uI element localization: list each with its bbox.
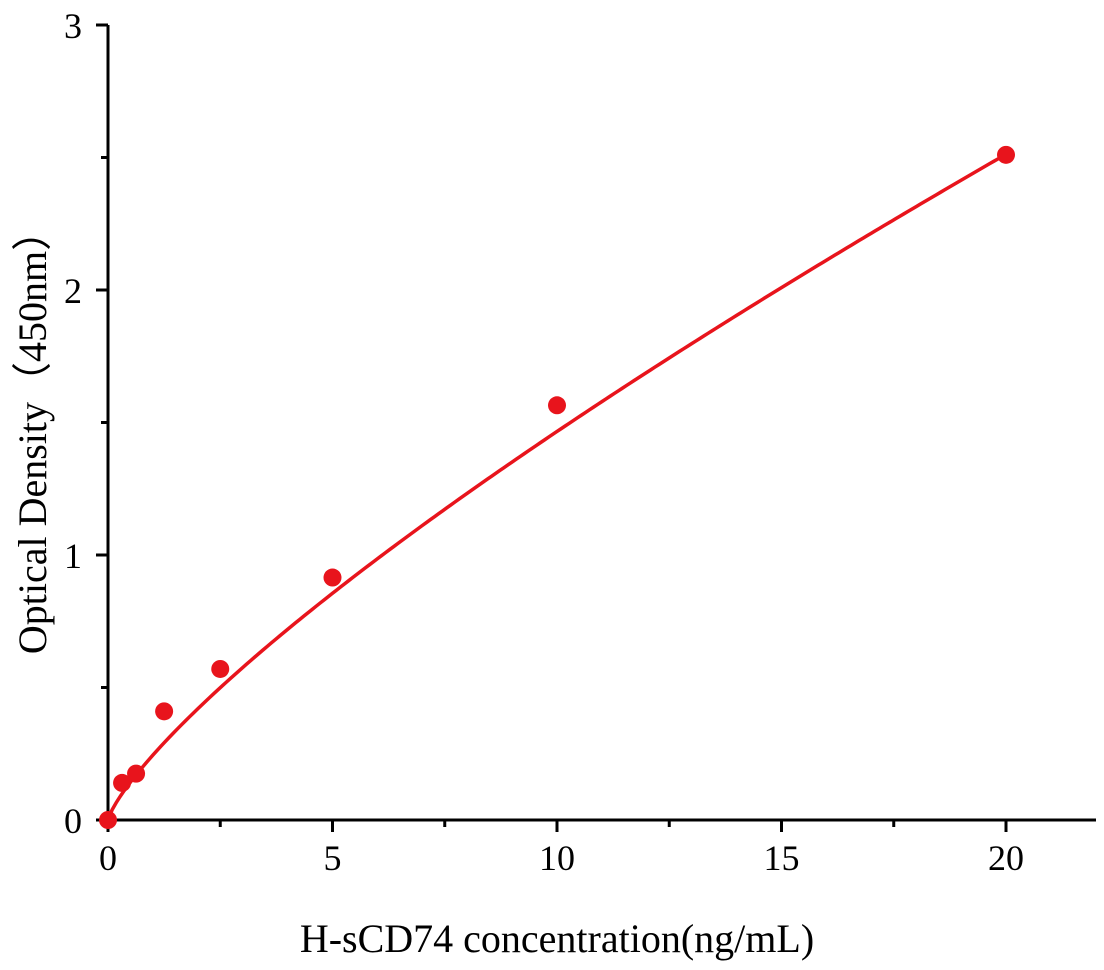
data-point [127,764,146,783]
data-point [99,811,117,829]
x-tick-label: 5 [324,838,342,878]
axes: 0 5 10 15 20 0 1 2 3 [64,6,1096,878]
series-layer [99,145,1015,829]
x-tick-label: 20 [988,838,1024,878]
data-point [155,702,174,721]
data-point [997,145,1015,164]
y-tick-label: 2 [64,271,82,311]
data-point [113,773,132,792]
x-tick-label: 10 [539,838,575,878]
data-point [211,659,230,678]
fit-curve [106,152,1007,821]
x-axis-title: H-sCD74 concentration(ng/mL) [300,916,814,961]
y-axis-title: Optical Density（450nm） [10,211,55,654]
data-point [548,396,566,415]
y-tick-label: 0 [64,801,82,841]
y-tick-label: 1 [64,536,82,576]
x-tick-label: 0 [99,838,117,878]
y-tick-label: 3 [64,6,82,46]
x-tick-label: 15 [764,838,800,878]
data-point [323,568,342,587]
